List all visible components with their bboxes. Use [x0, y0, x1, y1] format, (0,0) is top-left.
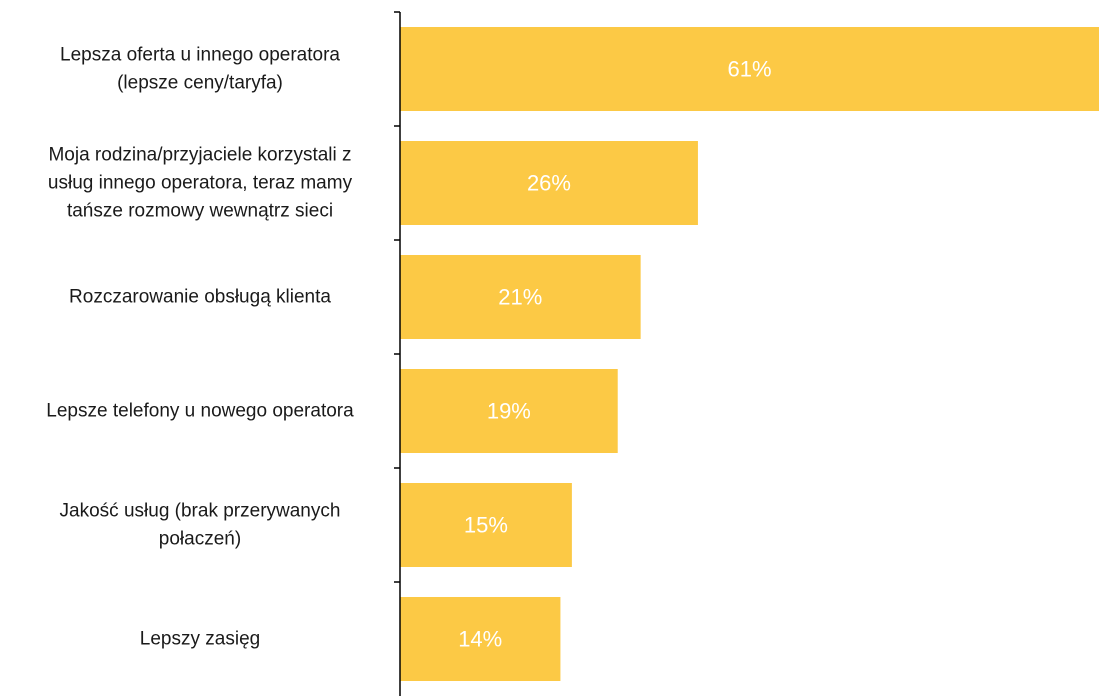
bar-value-label-4: 15% [464, 513, 508, 538]
category-label-5: Lepszy zasięg [140, 629, 260, 650]
bar-5 [400, 597, 561, 681]
y-axis [394, 11, 401, 696]
bar-value-label-1: 26% [527, 171, 571, 196]
bars-group [400, 27, 1099, 681]
bar-3 [400, 369, 618, 453]
category-label-3: Lepsze telefony u nowego operatora [46, 401, 354, 422]
category-label-0: Lepsza oferta u innego operatora (lepsze … [60, 45, 340, 94]
category-label-line: (lepsze ceny/taryfa) [117, 73, 283, 94]
bar-value-label-2: 21% [498, 285, 542, 310]
bar-value-label-3: 19% [487, 399, 531, 424]
bar-1 [400, 141, 698, 225]
category-label-line: Lepsza oferta u innego operatora [60, 45, 340, 66]
category-label-line: tańsze rozmowy wewnątrz sieci [67, 201, 333, 222]
category-labels-group: Lepsza oferta u innego operatora (lepsze … [46, 45, 354, 650]
category-label-line: Lepsze telefony u nowego operatora [46, 401, 354, 422]
category-label-line: Rozczarowanie obsługą klienta [69, 287, 331, 308]
bar-value-label-0: 61% [727, 57, 771, 82]
category-label-line: Moja rodzina/przyjaciele korzystali z [48, 145, 351, 166]
category-label-line: połaczeń) [159, 529, 241, 550]
category-label-1: Moja rodzina/przyjaciele korzystali z usł… [48, 145, 353, 222]
category-label-line: Lepszy zasięg [140, 629, 260, 650]
bar-2 [400, 255, 641, 339]
category-label-4: Jakość usług (brak przerywanych połaczeń) [60, 501, 341, 550]
bar-value-label-5: 14% [458, 627, 502, 652]
category-label-2: Rozczarowanie obsługą klienta [69, 287, 331, 308]
bar-0 [400, 27, 1099, 111]
bar-4 [400, 483, 572, 567]
value-labels-group: 61% 26% 21% 19% 15% 14% [458, 57, 771, 652]
category-label-line: Jakość usług (brak przerywanych [60, 501, 341, 522]
category-label-line: usług innego operatora, teraz mamy [48, 173, 353, 194]
